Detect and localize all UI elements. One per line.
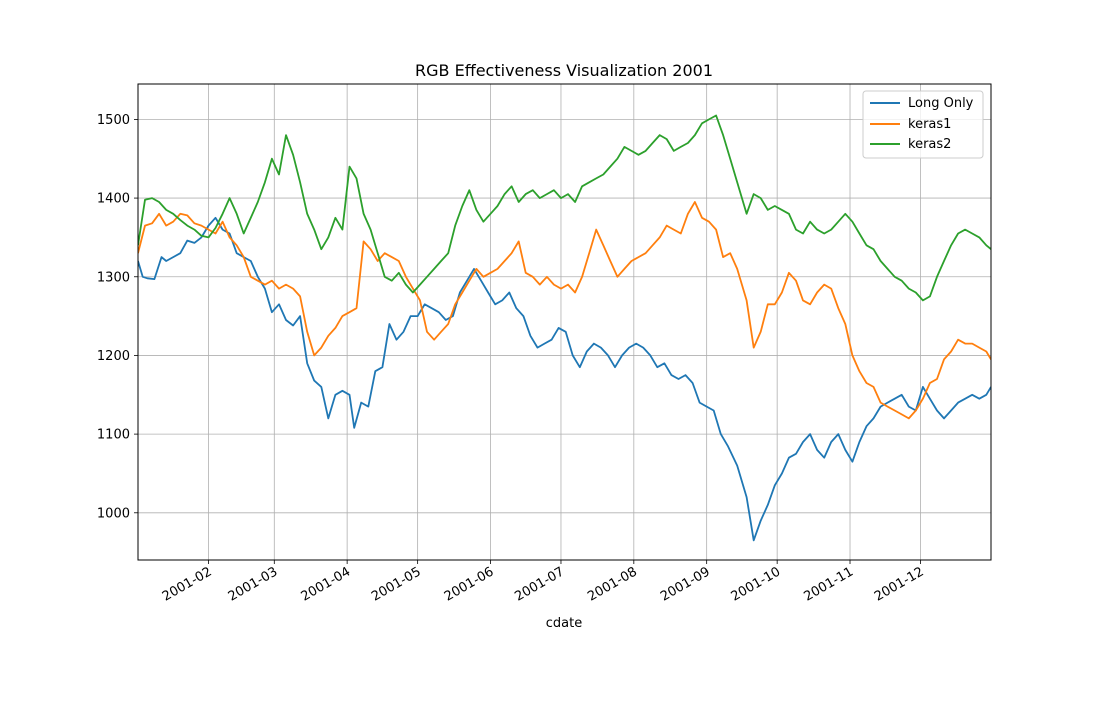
y-tick-label: 1000 bbox=[97, 506, 130, 521]
grid-lines bbox=[138, 84, 991, 560]
series-line-long-only bbox=[138, 216, 991, 542]
legend-box bbox=[862, 90, 984, 159]
legend-label-long-only: Long Only bbox=[908, 96, 974, 111]
plot-area-frame bbox=[137, 83, 992, 561]
x-axis-label: cdate bbox=[546, 616, 582, 631]
legend-label-keras2: keras2 bbox=[908, 137, 951, 152]
y-tick-label: 1500 bbox=[97, 113, 130, 128]
y-tick-label: 1100 bbox=[97, 428, 130, 443]
series-lines bbox=[138, 114, 991, 542]
legend-label-keras1: keras1 bbox=[908, 117, 951, 132]
series-line-keras2 bbox=[138, 114, 991, 302]
y-tick-label: 1200 bbox=[97, 349, 130, 364]
chart-title: RGB Effectiveness Visualization 2001 bbox=[415, 61, 713, 80]
y-tick-label: 1300 bbox=[97, 270, 130, 285]
series-line-keras1 bbox=[138, 201, 991, 420]
legend: Long Only keras1 keras2 bbox=[862, 90, 984, 159]
y-tick-label: 1400 bbox=[97, 192, 130, 207]
